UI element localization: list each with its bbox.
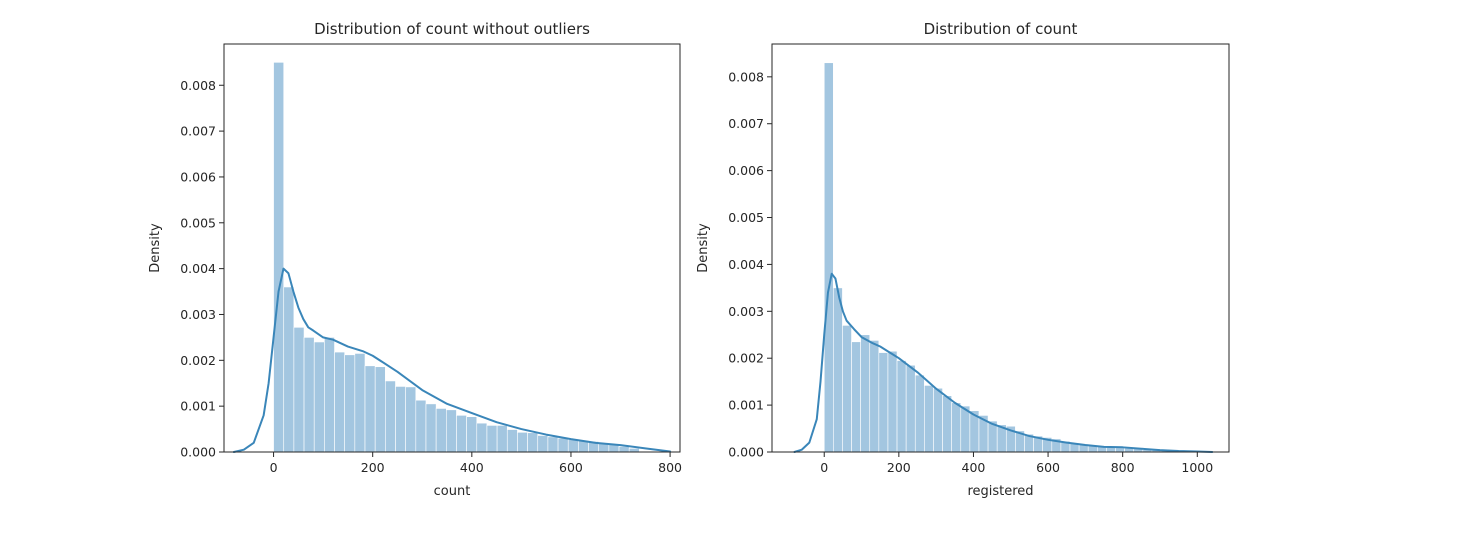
histogram-bar bbox=[425, 403, 437, 453]
y-tick-label: 0.004 bbox=[728, 257, 764, 272]
histogram-bar bbox=[395, 386, 406, 453]
x-tick-label: 200 bbox=[887, 460, 911, 475]
histogram-bar bbox=[374, 366, 386, 453]
y-tick-label: 0.003 bbox=[180, 307, 216, 322]
histogram-bar bbox=[344, 354, 356, 453]
histogram-bar bbox=[385, 380, 396, 453]
histogram-bar bbox=[354, 353, 366, 453]
histogram-bar bbox=[833, 287, 843, 453]
y-tick-label: 0.008 bbox=[728, 69, 764, 84]
histogram-bar bbox=[1115, 447, 1125, 453]
histogram-bar bbox=[547, 436, 559, 453]
histogram-bar bbox=[951, 402, 962, 453]
histogram-bar bbox=[334, 351, 345, 453]
histogram-bar bbox=[924, 385, 934, 453]
x-tick-label: 0 bbox=[820, 460, 828, 475]
histogram-bar bbox=[823, 62, 834, 453]
y-tick-label: 0.003 bbox=[728, 304, 764, 319]
histogram-bar bbox=[303, 337, 315, 453]
histogram-bar bbox=[878, 352, 889, 453]
y-tick-label: 0.007 bbox=[180, 124, 216, 139]
y-tick-label: 0.001 bbox=[728, 398, 764, 413]
x-axis-label: registered bbox=[967, 484, 1033, 499]
histogram-bar bbox=[313, 341, 325, 453]
x-tick-label: 400 bbox=[962, 460, 986, 475]
y-tick-label: 0.001 bbox=[180, 399, 216, 414]
x-tick-label: 600 bbox=[1036, 460, 1060, 475]
histogram-bar bbox=[506, 429, 518, 453]
x-tick-label: 0 bbox=[270, 460, 278, 475]
histogram-bar bbox=[860, 334, 871, 453]
x-tick-label: 400 bbox=[460, 460, 484, 475]
x-tick-label: 200 bbox=[361, 460, 385, 475]
y-axis-label: Density bbox=[148, 223, 163, 273]
chart-count-without-outliers: 0 200 400 600 800 0.000 0.001 0.002 0.003 0.004 0.… bbox=[148, 20, 682, 499]
histogram-bar bbox=[557, 437, 569, 453]
histogram-bar bbox=[618, 446, 630, 453]
histogram-bar bbox=[851, 341, 861, 453]
histogram-bar bbox=[527, 432, 539, 453]
histogram-bar bbox=[517, 431, 528, 453]
histogram-bar bbox=[842, 325, 852, 453]
histogram-bar bbox=[869, 340, 880, 453]
chart-title: Distribution of count without outliers bbox=[314, 20, 590, 38]
y-axis-label: Density bbox=[696, 223, 711, 273]
y-tick-label: 0.007 bbox=[728, 116, 764, 131]
histogram-bar bbox=[628, 448, 640, 453]
chart-count: 0 200 400 600 800 1000 0.000 0.001 0.002 0.003 0.0… bbox=[696, 20, 1230, 499]
y-tick-label: 0.008 bbox=[180, 78, 216, 93]
y-tick-label: 0.006 bbox=[180, 169, 216, 184]
histogram-bar bbox=[324, 337, 335, 453]
histogram-bar bbox=[283, 286, 295, 453]
chart-title: Distribution of count bbox=[924, 20, 1078, 38]
x-tick-label: 1000 bbox=[1181, 460, 1213, 475]
y-tick-label: 0.006 bbox=[728, 163, 764, 178]
histogram-bar bbox=[415, 399, 427, 453]
histogram-bar bbox=[476, 422, 488, 453]
histogram-bar bbox=[567, 439, 579, 453]
y-tick-label: 0.005 bbox=[180, 215, 216, 230]
kde-line bbox=[232, 267, 672, 453]
y-tick-label: 0.004 bbox=[180, 261, 216, 276]
histogram-bar bbox=[273, 62, 285, 453]
histogram-bars bbox=[823, 62, 1207, 453]
histogram-bar bbox=[364, 365, 376, 453]
histogram-bar bbox=[435, 408, 447, 453]
histogram-bar bbox=[914, 374, 925, 453]
y-tick-label: 0.005 bbox=[728, 210, 764, 225]
histogram-bar bbox=[942, 395, 952, 453]
histogram-bar bbox=[445, 409, 457, 453]
histogram-bar bbox=[537, 435, 549, 453]
axes-frame bbox=[223, 43, 681, 453]
histogram-bar bbox=[933, 387, 943, 453]
histogram-bar bbox=[293, 327, 305, 453]
x-tick-label: 600 bbox=[559, 460, 583, 475]
kde-line bbox=[793, 272, 1214, 453]
histogram-bar bbox=[905, 364, 916, 453]
histogram-bar bbox=[496, 425, 508, 453]
axes-frame bbox=[771, 43, 1230, 453]
histogram-bar bbox=[960, 405, 971, 453]
x-tick-label: 800 bbox=[658, 460, 682, 475]
y-tick-label: 0.000 bbox=[728, 445, 764, 460]
histogram-bar bbox=[896, 360, 907, 453]
histogram-bar bbox=[456, 415, 467, 453]
histogram-bar bbox=[466, 416, 478, 453]
histogram-bar bbox=[486, 425, 498, 453]
y-tick-label: 0.002 bbox=[728, 351, 764, 366]
histogram-bar bbox=[405, 386, 417, 453]
y-tick-label: 0.000 bbox=[180, 445, 216, 460]
histogram-bars bbox=[273, 62, 640, 453]
x-axis-label: count bbox=[434, 484, 471, 499]
histogram-bar bbox=[887, 350, 898, 453]
x-tick-label: 800 bbox=[1111, 460, 1135, 475]
y-tick-label: 0.002 bbox=[180, 353, 216, 368]
